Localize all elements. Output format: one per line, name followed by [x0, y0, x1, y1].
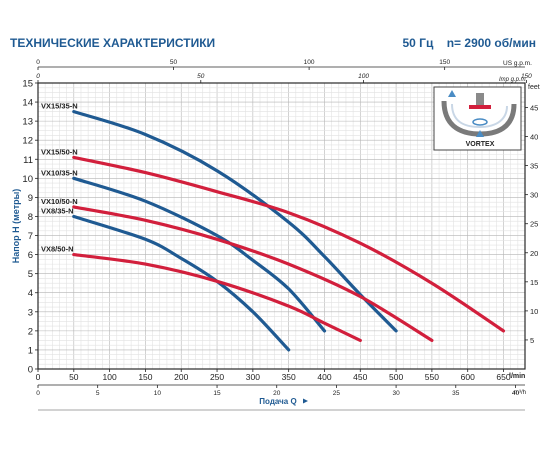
x-tick-label: 400: [317, 372, 331, 382]
feet-tick-label: 30: [530, 191, 538, 200]
y-tick-label: 8: [28, 212, 33, 223]
frequency-label: 50 Гц: [402, 36, 434, 50]
y-tick-label: 11: [23, 155, 33, 166]
m3h-tick-label: 10: [154, 390, 162, 397]
curve-vx8-50-n: [72, 253, 362, 342]
y-tick-label: 4: [28, 288, 33, 299]
x-tick-label: 300: [246, 372, 260, 382]
y-tick-label: 9: [28, 193, 33, 204]
usgpm-unit: US g.p.m.: [503, 60, 532, 67]
usgpm-tick-label: 100: [304, 59, 315, 66]
feet-tick-label: 35: [530, 162, 538, 171]
x-tick-label: 550: [425, 372, 439, 382]
right-axis-unit: feet: [528, 84, 540, 91]
x-tick-label: 350: [282, 372, 296, 382]
m3h-tick-label: 5: [96, 390, 100, 397]
series-label-vx10-50-n: VX10/50-N: [41, 197, 78, 206]
series-label-vx10-35-n: VX10/35-N: [41, 168, 78, 177]
y-tick-label: 2: [28, 326, 33, 337]
plot-frame: [37, 82, 526, 370]
x-axis-title: Подача Q: [259, 397, 308, 406]
y-tick-label: 0: [28, 365, 33, 376]
x-tick-label: 100: [103, 372, 117, 382]
feet-tick-label: 10: [530, 307, 538, 316]
impgpm-tick-label: 50: [197, 73, 205, 80]
y-axis-title: Напор H (метры): [11, 189, 21, 264]
x-tick-label: 200: [174, 372, 188, 382]
curve-vx10-50-n: [72, 205, 434, 342]
usgpm-tick-label: 50: [170, 59, 178, 66]
m3h-tick-label: 25: [333, 390, 341, 397]
pump-curves: [72, 110, 506, 352]
x-axis-title-text: Подача Q: [259, 397, 296, 406]
x-tick-label: 450: [353, 372, 367, 382]
x-tick-label: 600: [461, 372, 475, 382]
impgpm-tick-label: 100: [358, 73, 369, 80]
feet-tick-label: 15: [530, 278, 538, 287]
x-tick-label: 150: [138, 372, 152, 382]
m3h-tick-label: 15: [213, 390, 221, 397]
feet-tick-label: 20: [530, 249, 538, 258]
y-tick-label: 13: [22, 117, 33, 128]
vortex-swirl-icon: [472, 118, 488, 126]
y-tick-label: 5: [28, 269, 33, 280]
y-tick-label: 7: [28, 231, 33, 242]
vortex-inset: VORTEX: [433, 86, 522, 151]
speed-label: n= 2900 об/мин: [446, 36, 536, 50]
x-tick-label: 0: [36, 372, 41, 382]
impeller-shaft-icon: [476, 93, 484, 107]
feet-tick-label: 40: [530, 133, 538, 142]
y-tick-label: 15: [22, 79, 33, 90]
m3h-tick-label: 30: [392, 390, 400, 397]
curve-vx15-35-n: [72, 110, 398, 333]
x-tick-label: 50: [69, 372, 79, 382]
y-tick-label: 12: [22, 136, 33, 147]
impgpm-unit: Imp g.p.m.: [499, 77, 527, 83]
axis-ticks: 0123456789101112131415510152025303540450…: [22, 59, 538, 397]
y-tick-label: 6: [28, 250, 33, 261]
x-tick-label: 250: [210, 372, 224, 382]
series-label-vx8-50-n: VX8/50-N: [41, 245, 74, 254]
series-label-vx8-35-n: VX8/35-N: [41, 206, 74, 215]
series-label-vx15-50-n: VX15/50-N: [41, 147, 78, 156]
m3h-tick-label: 0: [36, 390, 40, 397]
feet-tick-label: 5: [530, 336, 534, 345]
lmin-unit: l/min: [509, 373, 525, 380]
m3h-tick-label: 20: [273, 390, 281, 397]
impeller-inner-icon: [451, 103, 508, 129]
m3h-tick-label: 35: [452, 390, 460, 397]
x-tick-label: 500: [389, 372, 403, 382]
x-axis-arrow-icon: [303, 398, 308, 404]
y-tick-label: 3: [28, 307, 33, 318]
flow-arrow-in-icon: [476, 130, 484, 137]
feet-tick-label: 25: [530, 220, 538, 229]
x-tick-label: 650: [496, 372, 510, 382]
impeller-blades-icon: [469, 105, 491, 109]
impgpm-tick-label: 0: [36, 73, 40, 80]
y-tick-label: 1: [28, 345, 33, 356]
y-tick-label: 10: [22, 174, 33, 185]
flow-arrow-up-icon: [448, 90, 456, 97]
usgpm-tick-label: 150: [439, 59, 450, 66]
series-labels: VX15/35-NVX15/50-NVX10/35-NVX10/50-NVX8/…: [41, 102, 78, 254]
curve-vx8-35-n: [72, 214, 291, 352]
speed-info: 50 Гц n= 2900 об/мин: [403, 36, 537, 50]
vortex-label: VORTEX: [466, 141, 495, 148]
page-title: ТЕХНИЧЕСКИЕ ХАРАКТЕРИСТИКИ: [10, 36, 216, 50]
curve-vx15-50-n: [72, 155, 506, 333]
usgpm-tick-label: 0: [36, 59, 40, 66]
series-label-vx15-35-n: VX15/35-N: [41, 102, 78, 111]
m3h-tick-label: 40: [512, 390, 520, 397]
m3h-unit: m³/h: [514, 390, 526, 396]
feet-tick-label: 45: [530, 103, 538, 112]
impgpm-tick-label: 150: [521, 73, 532, 80]
y-tick-label: 14: [22, 98, 33, 109]
